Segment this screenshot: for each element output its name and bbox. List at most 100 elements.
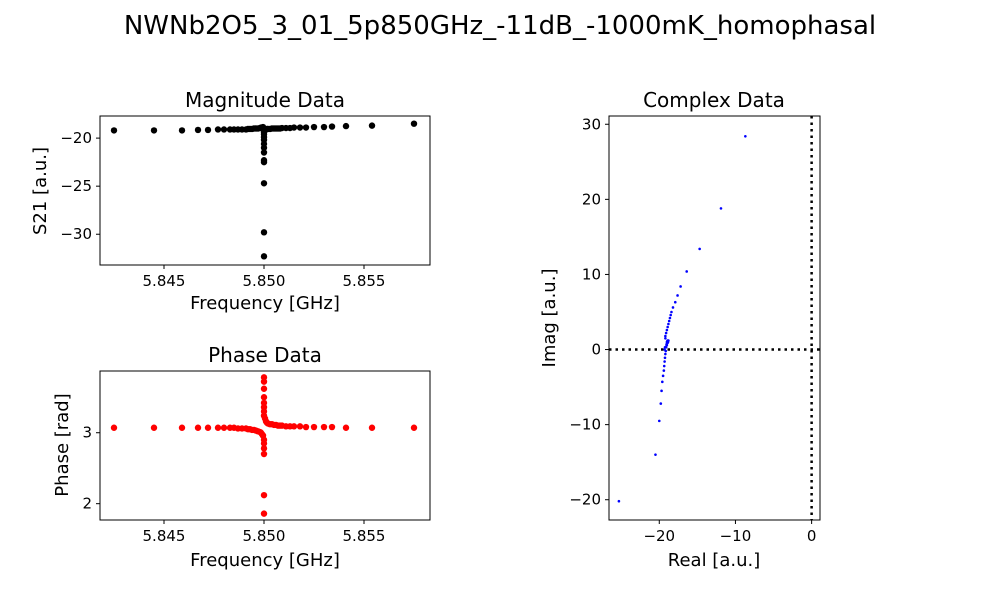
phase-data-point: [220, 424, 228, 431]
complex-data-point: [671, 306, 675, 309]
complex-data-point: [664, 336, 667, 340]
complex-ytick-label: 30: [582, 115, 601, 133]
magnitude-data-point: [204, 126, 212, 134]
phase-axes: 5.845 5.850 5.855 2 3: [82, 424, 385, 545]
complex-data-point: [657, 419, 661, 423]
magnitude-data-point: [260, 180, 268, 187]
complex-data-point: [664, 331, 668, 335]
magnitude-data-point: [296, 124, 304, 131]
magnitude-ylabel: S21 [a.u.]: [30, 147, 51, 235]
magnitude-title: Magnitude Data: [185, 88, 345, 112]
phase-data-point: [150, 424, 158, 431]
complex-data-point: [663, 345, 667, 349]
phase-xtick-label: 5.850: [243, 527, 286, 545]
complex-data-point: [673, 300, 677, 304]
complex-data-point: [660, 389, 663, 393]
magnitude-data-point: [110, 127, 118, 134]
complex-data-point: [661, 374, 665, 378]
complex-data-point: [665, 328, 669, 332]
complex-xlabel: Real [a.u.]: [668, 550, 760, 571]
magnitude-data-point: [320, 123, 328, 131]
complex-data-point: [669, 313, 673, 317]
complex-points: [617, 134, 747, 503]
phase-data-point: [310, 423, 318, 431]
phase-data-point: [260, 385, 268, 392]
complex-data-point: [698, 247, 701, 251]
complex-reference-lines: [609, 116, 820, 520]
phase-data-point: [290, 423, 298, 430]
complex-data-point: [744, 134, 747, 138]
complex-ytick-label: −10: [569, 416, 601, 434]
phase-data-point: [260, 510, 268, 517]
magnitude-data-point: [194, 126, 202, 134]
magnitude-data-point: [368, 122, 376, 129]
magnitude-data-point: [260, 229, 268, 236]
magnitude-ytick-label: −30: [60, 225, 92, 243]
magnitude-data-point: [260, 253, 268, 260]
magnitude-data-point: [178, 127, 186, 134]
magnitude-ytick-label: −25: [60, 177, 92, 195]
complex-data-point: [654, 453, 657, 456]
phase-data-point: [320, 423, 328, 431]
complex-panel: Complex Data −20 −10 0 30 20 10 0 −10 −20 Real […: [539, 88, 821, 571]
complex-data-point: [666, 325, 669, 329]
complex-data-point: [670, 310, 673, 314]
phase-data-point: [260, 450, 268, 458]
magnitude-data-point: [310, 123, 318, 131]
complex-xtick-label: 0: [807, 527, 817, 545]
magnitude-points: [110, 120, 418, 260]
phase-data-point: [214, 424, 222, 431]
complex-ytick-label: 0: [591, 341, 601, 359]
phase-frame: [99, 370, 431, 521]
complex-data-point: [667, 339, 670, 342]
phase-data-point: [302, 423, 310, 431]
phase-xlabel: Frequency [GHz]: [190, 550, 340, 571]
phase-ytick-label: 3: [82, 424, 92, 442]
phase-panel: Phase Data 5.845 5.850 5.855 2 3 Frequency […: [52, 343, 431, 571]
magnitude-xtick-label: 5.855: [343, 272, 386, 290]
complex-ytick-label: 10: [582, 265, 601, 283]
magnitude-data-point: [410, 120, 418, 127]
phase-data-point: [342, 424, 350, 431]
magnitude-panel: Magnitude Data 5.845 5.850 5.855−20−25−30 …: [30, 88, 431, 314]
complex-title: Complex Data: [643, 88, 785, 112]
complex-data-point: [662, 369, 666, 372]
phase-data-point: [260, 440, 268, 447]
phase-ytick-label: 2: [82, 495, 92, 513]
phase-data-point: [328, 423, 336, 431]
magnitude-xtick-label: 5.850: [243, 272, 286, 290]
phase-xtick-label: 5.845: [143, 527, 186, 545]
complex-ytick-label: −20: [569, 491, 601, 509]
complex-data-point: [679, 285, 682, 288]
magnitude-data-point: [342, 122, 350, 130]
magnitude-data-point: [260, 149, 268, 156]
magnitude-data-point: [260, 158, 268, 166]
magnitude-data-point: [260, 144, 268, 151]
phase-data-point: [368, 424, 376, 431]
complex-data-point: [666, 341, 669, 345]
phase-title: Phase Data: [208, 343, 322, 367]
magnitude-data-point: [150, 127, 158, 134]
phase-points: [110, 374, 418, 517]
complex-data-point: [659, 402, 663, 405]
complex-data-point: [663, 348, 666, 351]
complex-data-point: [663, 360, 666, 363]
phase-ylabel: Phase [rad]: [52, 393, 73, 496]
complex-xtick-label: −20: [643, 527, 675, 545]
magnitude-xtick-label: 5.845: [143, 272, 186, 290]
magnitude-ytick-label: −20: [60, 129, 92, 147]
complex-data-point: [668, 316, 672, 320]
complex-data-point: [719, 207, 723, 210]
phase-data-point: [296, 423, 304, 430]
phase-data-point: [204, 424, 212, 431]
phase-data-point: [260, 378, 268, 385]
magnitude-xlabel: Frequency [GHz]: [190, 293, 340, 314]
figure-title: NWNb2O5_3_01_5p850GHz_-11dB_-1000mK_homo…: [124, 11, 876, 41]
complex-data-point: [685, 270, 688, 273]
complex-data-point: [676, 294, 679, 297]
complex-data-point: [617, 499, 621, 503]
phase-data-point: [194, 424, 202, 431]
complex-data-point: [664, 352, 667, 356]
phase-data-point: [260, 394, 268, 401]
complex-data-point: [662, 364, 666, 368]
